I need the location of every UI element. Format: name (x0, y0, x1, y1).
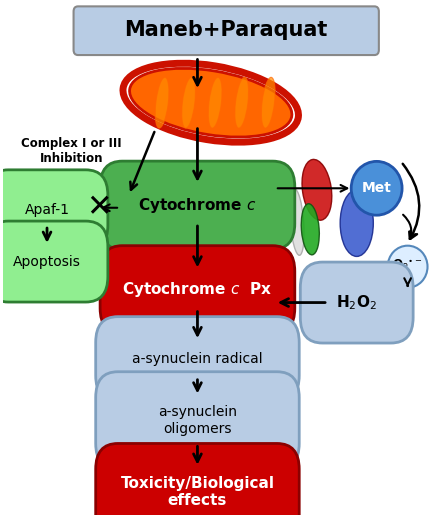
FancyArrowPatch shape (403, 164, 419, 239)
Text: Toxicity/Biological
effects: Toxicity/Biological effects (121, 476, 275, 508)
Text: Maneb+Paraquat: Maneb+Paraquat (125, 20, 328, 40)
Text: Complex I or III
Inhibition: Complex I or III Inhibition (21, 137, 122, 165)
Ellipse shape (129, 68, 292, 137)
FancyBboxPatch shape (100, 161, 295, 249)
Text: a-synuclein
oligomers: a-synuclein oligomers (158, 405, 237, 436)
Ellipse shape (155, 77, 169, 128)
FancyBboxPatch shape (100, 246, 295, 334)
Ellipse shape (208, 77, 222, 128)
Ellipse shape (235, 77, 249, 128)
Ellipse shape (301, 204, 319, 255)
FancyBboxPatch shape (96, 443, 299, 518)
Ellipse shape (340, 190, 373, 256)
Ellipse shape (290, 189, 304, 255)
Text: O$_2$$^{\bullet -}$: O$_2$$^{\bullet -}$ (392, 258, 423, 274)
FancyBboxPatch shape (0, 170, 108, 251)
Ellipse shape (388, 246, 427, 287)
Text: Apoptosis: Apoptosis (13, 254, 81, 268)
FancyArrowPatch shape (403, 214, 415, 239)
FancyBboxPatch shape (96, 372, 299, 469)
Text: Apaf-1: Apaf-1 (25, 204, 69, 218)
Ellipse shape (302, 160, 332, 220)
Text: a-synuclein radical: a-synuclein radical (132, 352, 263, 366)
FancyBboxPatch shape (0, 221, 108, 302)
Text: H$_2$O$_2$: H$_2$O$_2$ (336, 293, 377, 312)
Text: Met: Met (362, 181, 392, 195)
Ellipse shape (182, 77, 195, 128)
Text: Cytochrome $\it{c}$: Cytochrome $\it{c}$ (138, 196, 257, 214)
Text: ✕: ✕ (86, 193, 112, 222)
FancyBboxPatch shape (73, 6, 379, 55)
Ellipse shape (261, 77, 275, 128)
Ellipse shape (351, 162, 402, 215)
FancyBboxPatch shape (96, 316, 299, 401)
Text: Cytochrome $\it{c}$  Px: Cytochrome $\it{c}$ Px (122, 280, 272, 299)
FancyBboxPatch shape (300, 262, 413, 343)
FancyArrowPatch shape (278, 185, 347, 192)
